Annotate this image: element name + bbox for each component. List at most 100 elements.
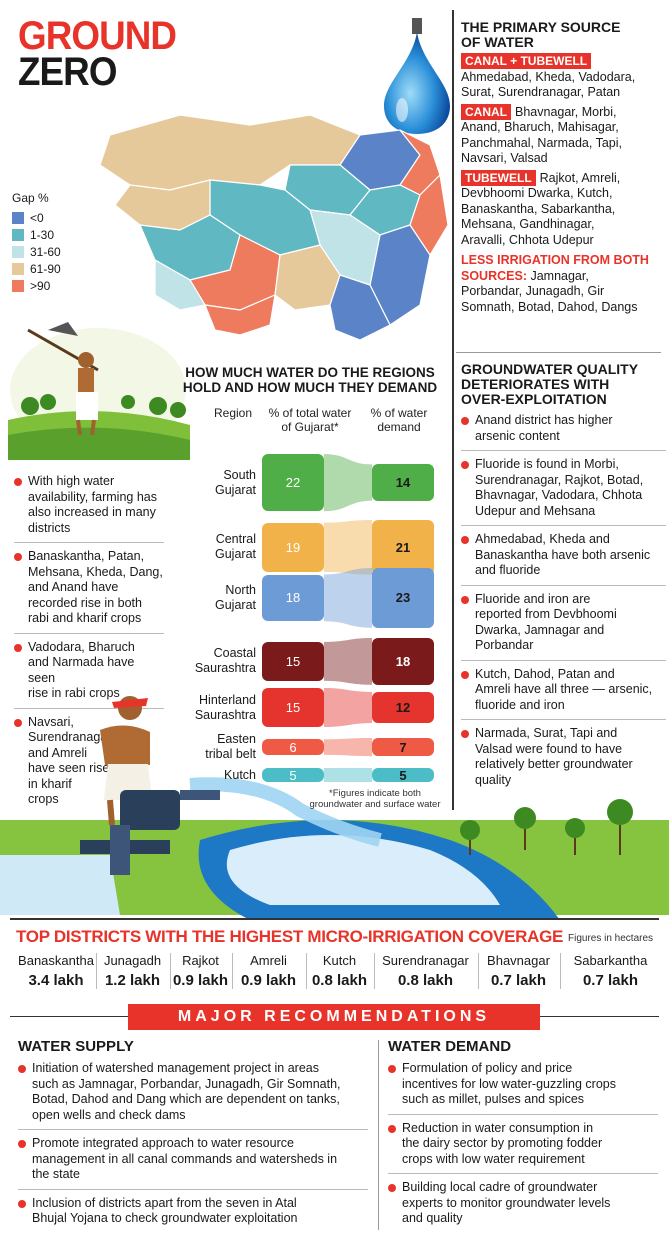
micro-district-cell: Banaskantha 3.4 lakh: [14, 953, 98, 989]
col-region-header: Region: [213, 406, 253, 420]
micro-district-value: 3.4 lakh: [28, 972, 84, 989]
legend-item: 31-60: [12, 243, 61, 260]
water-drop-icon: [384, 18, 450, 134]
legend-item: >90: [12, 277, 61, 294]
col-total-header: % of total water of Gujarat*: [268, 406, 352, 434]
legend-label: >90: [30, 278, 51, 293]
demand-item: Formulation of policy and price incentive…: [388, 1061, 658, 1108]
quality-heading: GROUNDWATER QUALITY: [461, 361, 639, 377]
source-group: TUBEWELL Rajkot, Amreli, Devbhoomi Dwarka…: [461, 169, 666, 249]
micro-irrigation-title: TOP DISTRICTS WITH THE HIGHEST MICRO-IRR…: [16, 927, 564, 946]
source-tag: CANAL: [461, 103, 511, 120]
water-share-bar: 22: [262, 454, 324, 512]
left-notes: With high water availability, farming has…: [14, 474, 164, 808]
micro-district-value: 0.9 lakh: [240, 972, 297, 989]
chart-title-line: HOLD AND HOW MUCH THEY DEMAND: [182, 380, 438, 395]
demand-item: Reduction in water consumption in the dai…: [388, 1121, 658, 1168]
source-line: Surat, Surendranagar, Patan: [461, 85, 621, 99]
water-share-bar: 18: [262, 574, 324, 622]
source-line: Panchmahal, Narmada, Tapi,: [461, 135, 622, 150]
source-line: Mehsana, Gandhinagar,: [461, 217, 595, 231]
micro-district-cell: Sabarkantha 0.7 lakh: [560, 953, 660, 989]
source-tag: CANAL + TUBEWELL: [461, 53, 592, 69]
water-share-bar: 15: [262, 641, 324, 681]
quality-item: Anand district has higher arsenic content: [461, 413, 666, 444]
micro-district-cell: Bhavnagar 0.7 lakh: [478, 953, 558, 989]
supply-item: Initiation of watershed management proje…: [18, 1061, 368, 1123]
micro-district-value: 0.9 lakh: [172, 972, 229, 989]
supply-item: Promote integrated approach to water res…: [18, 1136, 368, 1183]
legend-item: <0: [12, 209, 61, 226]
source-line: Anand, Bharuch, Mahisagar,: [461, 120, 619, 134]
micro-district-cell: Junagadh 1.2 lakh: [96, 953, 168, 989]
flow-band: [324, 638, 372, 685]
region-label: North Gujarat: [215, 582, 256, 612]
legend-swatch: [12, 228, 24, 241]
water-chart: 22 14 South Gujarat 19 21 Central Gujarat 18 23 No…: [170, 448, 452, 798]
farmer-illustration: [8, 322, 190, 460]
micro-unit-note: Figures in hectares: [568, 933, 654, 944]
title-zero: ZERO: [18, 50, 117, 94]
micro-district-value: 0.8 lakh: [397, 972, 454, 989]
water-demand-bar: 7: [372, 738, 434, 757]
source-line: Porbandar, Junagadh, Gir: [461, 284, 605, 298]
source-line: Devbhoomi Dwarka, Kutch,: [461, 186, 613, 200]
flow-band: [324, 768, 372, 782]
flow-band: [324, 738, 372, 757]
micro-district-name: Junagadh: [103, 953, 162, 968]
less-irrigation-label: SOURCES:: [461, 268, 527, 283]
source-line: Jamnagar,: [526, 268, 589, 283]
source-line: Aravalli, Chhota Udepur: [461, 232, 594, 247]
source-line: Somnath, Botad, Dahod, Dangs: [461, 299, 638, 314]
source-line: Bhavnagar, Morbi,: [515, 104, 617, 119]
micro-district-cell: Rajkot 0.9 lakh: [170, 953, 230, 989]
micro-district-name: Surendranagar: [382, 953, 469, 968]
region-label: Kutch: [224, 767, 256, 782]
legend-label: 31-60: [30, 244, 61, 259]
recommendations-banner: MAJOR RECOMMENDATIONS: [128, 1004, 540, 1030]
less-irrigation: LESS IRRIGATION FROM BOTH SOURCES: Jamna…: [461, 253, 666, 315]
legend-swatch: [12, 211, 24, 224]
legend-title: Gap %: [12, 191, 49, 205]
micro-district-value: 1.2 lakh: [104, 972, 161, 989]
region-label: South Gujarat: [215, 467, 256, 497]
micro-district-name: Kutch: [322, 953, 357, 968]
flow-band: [324, 520, 372, 575]
quality-heading: OVER-EXPLOITATION: [461, 391, 607, 407]
flow-band: [324, 568, 372, 628]
micro-district-cell: Surendranagar 0.8 lakh: [374, 953, 476, 989]
quality-item: Fluoride and iron are reported from Devbh…: [461, 592, 666, 654]
quality-item: Fluoride is found in Morbi, Surendranagar…: [461, 457, 666, 519]
legend-label: 1-30: [30, 227, 55, 242]
legend-swatch: [12, 279, 24, 292]
legend-item: 61-90: [12, 260, 61, 277]
micro-district-cell: Kutch 0.8 lakh: [306, 953, 372, 989]
water-demand-bar: 5: [372, 768, 434, 783]
quality-item: Narmada, Surat, Tapi and Valsad were foun…: [461, 726, 666, 788]
quality-item: Ahmedabad, Kheda and Banaskantha have bot…: [461, 532, 666, 579]
micro-district-name: Amreli: [250, 953, 287, 968]
micro-district-name: Sabarkantha: [573, 953, 648, 968]
source-tag: TUBEWELL: [461, 169, 536, 186]
primary-source-panel: THE PRIMARY SOURCE OF WATER CANAL + TUBE…: [461, 20, 666, 315]
chart-title: HOW MUCH WATER DO THE REGIONS HOLD AND H…: [172, 365, 448, 395]
region-label: Easten tribal belt: [205, 732, 256, 762]
micro-district-value: 0.7 lakh: [490, 972, 547, 989]
source-line: Navsari, Valsad: [461, 151, 548, 165]
water-demand-bar: 18: [372, 638, 434, 685]
source-group: CANAL Bhavnagar, Morbi, Anand, Bharuch, M…: [461, 103, 666, 167]
water-demand-bar: 12: [372, 691, 434, 724]
legend-label: <0: [30, 210, 44, 225]
note-item: Vadodara, Bharuch and Narmada have seen ri…: [14, 640, 164, 702]
flow-band: [324, 688, 372, 727]
water-demand-bar: 23: [372, 568, 434, 628]
quality-heading: DETERIORATES WITH: [461, 376, 610, 392]
water-share-bar: 19: [262, 522, 324, 572]
water-share-bar: 15: [262, 688, 324, 727]
water-supply-panel: WATER SUPPLY Initiation of watershed man…: [18, 1038, 368, 1227]
source-line: Rajkot, Amreli,: [539, 170, 621, 185]
col-demand-header: % of water demand: [370, 406, 428, 434]
water-supply-heading: WATER SUPPLY: [18, 1038, 134, 1055]
demand-item: Building local cadre of groundwater exper…: [388, 1180, 658, 1227]
gujarat-map: [99, 114, 449, 341]
